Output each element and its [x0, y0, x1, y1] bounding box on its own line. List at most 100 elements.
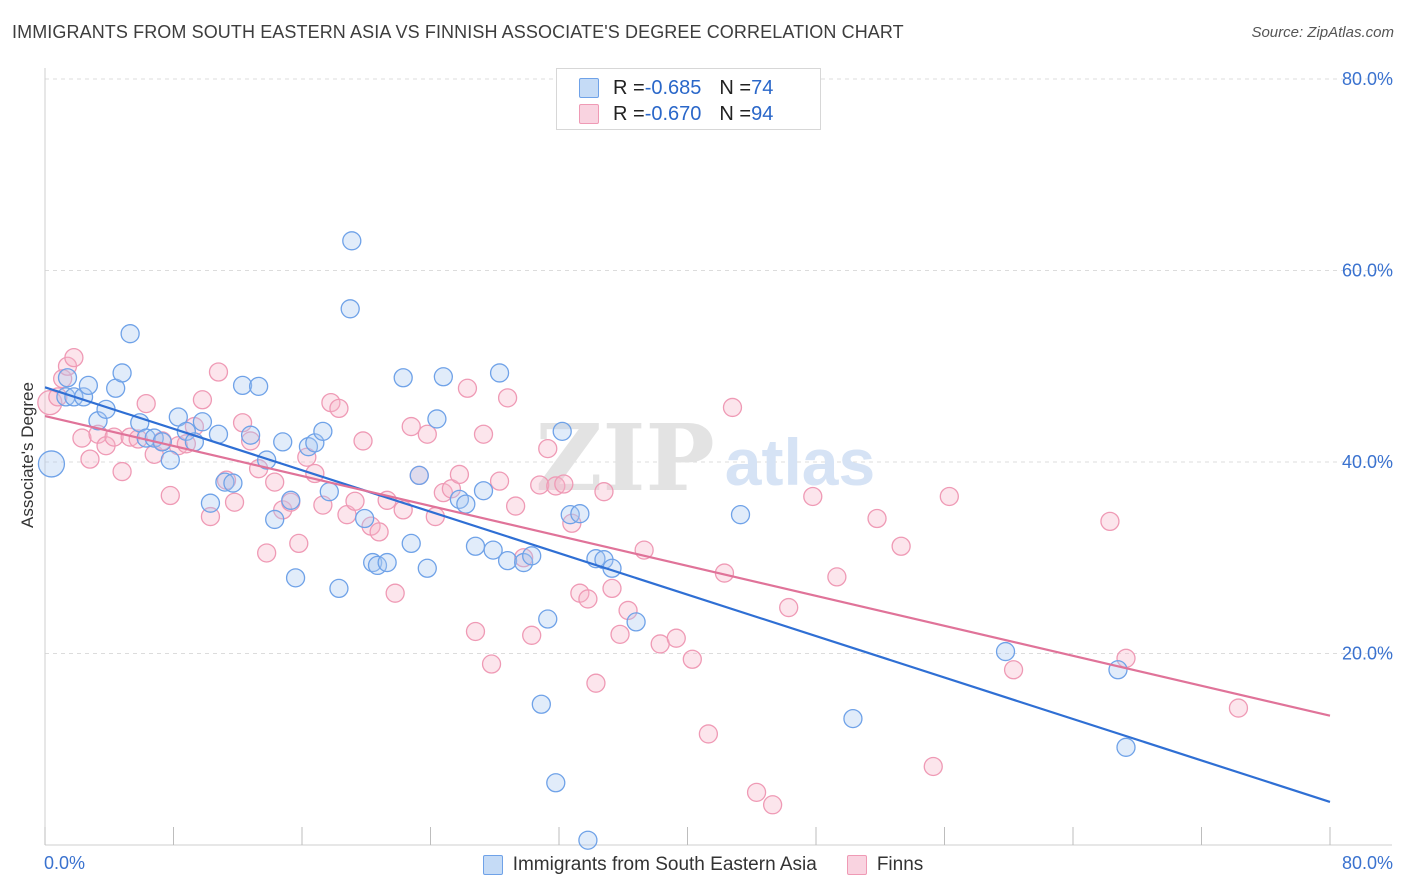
point-finns: [240, 431, 261, 451]
point-finns: [891, 536, 911, 556]
legend-item-finns[interactable]: Finns: [846, 854, 924, 876]
point-immigrants: [546, 773, 566, 793]
y-tick-label: 40.0%: [1342, 452, 1393, 472]
point-immigrants: [456, 494, 476, 514]
point-immigrants: [285, 568, 306, 588]
point-finns: [923, 756, 943, 777]
point-immigrants: [465, 536, 486, 556]
point-finns: [257, 543, 277, 563]
legend-swatch-blue: [579, 78, 599, 98]
point-finns: [192, 390, 213, 410]
point-immigrants: [409, 465, 429, 486]
point-immigrants: [192, 412, 213, 432]
point-finns: [449, 464, 470, 485]
point-finns: [465, 621, 486, 642]
point-immigrants: [377, 552, 397, 573]
legend-label-finns: Finns: [876, 854, 924, 875]
point-immigrants: [401, 533, 421, 554]
trendline-immigrants: [44, 386, 1331, 803]
trendline-finns: [44, 414, 1331, 717]
point-immigrants: [393, 368, 413, 388]
watermark-zip: ZIP: [535, 404, 714, 512]
point-finns: [827, 567, 847, 587]
points-layer: [37, 231, 1249, 850]
point-immigrants: [843, 708, 863, 729]
point-finns: [64, 347, 84, 368]
watermark-atlas: atlas: [725, 425, 875, 499]
legend-swatch-blue: [482, 855, 503, 875]
point-finns: [208, 362, 229, 382]
r-value: -0.685: [644, 76, 702, 99]
point-finns: [160, 485, 180, 506]
point-finns: [586, 673, 606, 693]
point-immigrants: [329, 578, 349, 599]
point-immigrants: [552, 421, 572, 442]
point-finns: [329, 398, 349, 419]
point-immigrants: [417, 558, 437, 578]
point-finns: [112, 461, 132, 482]
point-finns: [1228, 698, 1249, 718]
point-immigrants: [232, 375, 253, 396]
point-immigrants: [483, 540, 503, 560]
point-immigrants: [730, 505, 751, 525]
point-finns: [867, 508, 887, 529]
point-immigrants: [240, 425, 261, 445]
r-value: -0.670: [644, 102, 702, 125]
legend-label-immigrants: Immigrants from South Eastern Asia: [512, 854, 817, 875]
stats-row-immigrants: R = -0.685 N = 74: [579, 76, 773, 100]
point-finns: [497, 388, 518, 408]
point-finns: [650, 634, 670, 654]
point-immigrants: [427, 409, 447, 429]
point-immigrants: [489, 363, 510, 383]
grid-layer: [45, 78, 1392, 654]
point-finns: [554, 474, 574, 494]
point-finns: [602, 578, 622, 599]
chart-title: IMMIGRANTS FROM SOUTH EASTERN ASIA VS FI…: [12, 22, 904, 42]
legend-item-immigrants[interactable]: Immigrants from South Eastern Asia: [482, 854, 817, 876]
point-finns: [345, 491, 365, 511]
point-finns: [473, 424, 494, 444]
point-immigrants: [215, 472, 235, 492]
stats-legend: R = -0.685 N = 74 R = -0.670 N = 94: [556, 68, 821, 130]
point-finns: [1100, 511, 1120, 532]
point-finns: [939, 486, 959, 507]
stats-row-finns: R = -0.670 N = 94: [579, 102, 773, 126]
point-finns: [200, 506, 221, 527]
n-label: N =: [719, 102, 752, 125]
point-finns: [489, 471, 510, 491]
tick-label-layer: 20.0% 40.0% 60.0% 80.0% 0.0% 80.0%: [44, 69, 1393, 873]
point-immigrants: [995, 641, 1016, 662]
point-finns: [538, 438, 558, 459]
y-tick-label: 80.0%: [1342, 69, 1393, 89]
point-immigrants: [522, 546, 542, 566]
point-finns: [578, 589, 598, 609]
point-finns: [530, 475, 550, 495]
point-immigrants: [1116, 737, 1136, 757]
trend-layer: [44, 386, 1331, 803]
point-finns: [514, 548, 534, 568]
point-immigrants: [223, 473, 243, 493]
point-finns: [546, 476, 566, 496]
point-immigrants: [37, 450, 66, 478]
source-label: Source: ZipAtlas.com: [1251, 24, 1394, 41]
point-immigrants: [626, 612, 646, 632]
point-finns: [698, 724, 719, 744]
point-finns: [289, 533, 309, 554]
point-immigrants: [319, 482, 339, 502]
point-immigrants: [560, 505, 580, 525]
point-finns: [80, 449, 100, 469]
point-immigrants: [112, 363, 132, 383]
point-immigrants: [313, 421, 333, 442]
point-finns: [682, 649, 702, 669]
point-immigrants: [257, 450, 277, 470]
point-immigrants: [342, 231, 362, 251]
point-finns: [72, 428, 92, 448]
point-finns: [224, 492, 245, 512]
point-immigrants: [176, 421, 197, 442]
point-finns: [481, 654, 502, 674]
n-value: 74: [751, 76, 774, 99]
point-immigrants: [248, 376, 269, 397]
y-tick-label: 60.0%: [1342, 261, 1393, 281]
r-label: R =: [613, 102, 645, 125]
point-immigrants: [531, 694, 551, 714]
